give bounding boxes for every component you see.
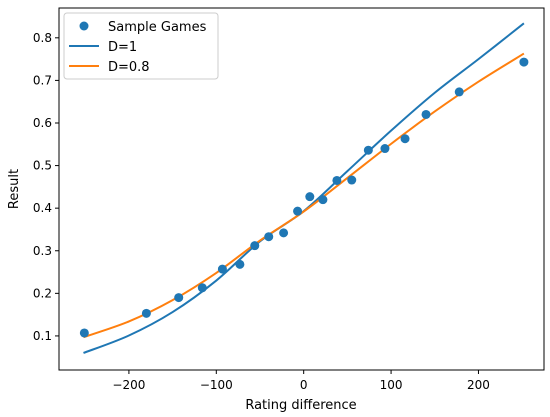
y-tick-label: 0.2 [33, 286, 52, 300]
data-point [363, 145, 373, 155]
data-point [141, 308, 151, 318]
x-axis-label: Rating difference [245, 398, 356, 413]
data-point [332, 175, 342, 185]
data-point [79, 328, 89, 338]
x-tick-label: 100 [380, 378, 403, 392]
plot-frame [58, 7, 545, 371]
y-tick-label: 0.8 [33, 31, 52, 45]
x-tick-label: −100 [200, 378, 233, 392]
data-point [217, 264, 227, 274]
data-points [79, 57, 529, 338]
data-point [235, 259, 245, 269]
x-axis-ticks: −200 −100 0 100 200 [112, 370, 490, 392]
data-point [250, 241, 260, 251]
series-line-d08 [83, 52, 525, 339]
data-point [264, 232, 274, 242]
data-point [305, 192, 315, 202]
y-tick-label: 0.4 [33, 201, 52, 215]
y-tick-label: 0.1 [33, 329, 52, 343]
legend-label-sample-games: Sample Games [108, 20, 207, 35]
series-lines [83, 22, 525, 354]
legend-label-d08: D=0.8 [108, 60, 150, 75]
x-tick-label: 200 [467, 378, 490, 392]
y-axis-label: Result [7, 169, 22, 209]
legend-box [63, 12, 219, 80]
data-point [279, 228, 289, 238]
y-tick-label: 0.5 [33, 159, 52, 173]
legend-marker-sample-games [79, 21, 89, 31]
data-point [174, 293, 184, 303]
data-point [380, 144, 390, 154]
data-point [421, 109, 431, 119]
y-tick-label: 0.6 [33, 116, 52, 130]
y-axis-ticks: 0.1 0.2 0.3 0.4 0.5 0.6 0.7 0.8 [33, 31, 59, 343]
data-point [519, 57, 529, 67]
x-tick-label: −200 [112, 378, 145, 392]
data-point [400, 134, 410, 144]
legend-label-d1: D=1 [108, 40, 137, 55]
y-tick-label: 0.3 [33, 244, 52, 258]
x-tick-label: 0 [300, 378, 308, 392]
data-point [197, 283, 207, 293]
data-point [347, 175, 357, 185]
legend: Sample Games D=1 D=0.8 [63, 12, 219, 80]
data-point [454, 87, 464, 97]
data-point [293, 206, 303, 216]
y-tick-label: 0.7 [33, 73, 52, 87]
data-point [318, 195, 328, 205]
